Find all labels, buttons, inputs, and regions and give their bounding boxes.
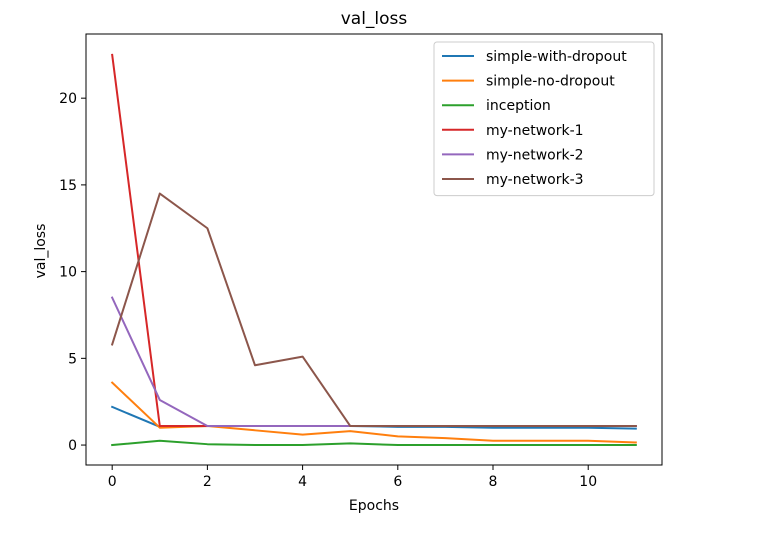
- legend-label-inception: inception: [486, 98, 551, 114]
- x-tick-label: 2: [203, 474, 212, 490]
- chart-title: val_loss: [341, 9, 408, 29]
- plot-area: 0 2 4 6 8 10 0 5 10 15 20: [59, 33, 663, 490]
- y-tick-label: 0: [68, 438, 77, 454]
- legend-box: [433, 41, 655, 197]
- legend-label-simple-with-dropout: simple-with-dropout: [486, 49, 627, 65]
- y-axis-label: val_loss: [33, 224, 49, 279]
- legend-label-simple-no-dropout: simple-no-dropout: [486, 74, 615, 90]
- series-line-inception: [111, 439, 637, 447]
- legend: simple-with-dropout simple-no-dropout ince…: [433, 41, 655, 197]
- y-tick-label: 15: [59, 178, 77, 194]
- x-axis-label: Epochs: [349, 498, 399, 514]
- x-tick-label: 4: [298, 474, 307, 490]
- y-tick-label: 20: [59, 91, 77, 107]
- series-line-my-network-3: [110, 192, 637, 427]
- legend-label-my-network-3: my-network-3: [486, 172, 584, 188]
- legend-label-my-network-1: my-network-1: [486, 123, 584, 139]
- x-tick-label: 0: [108, 474, 117, 490]
- x-tick-label: 8: [489, 474, 498, 490]
- x-tick-label: 10: [579, 474, 597, 490]
- y-tick-label: 5: [68, 351, 77, 367]
- y-tick-label: 10: [59, 265, 77, 281]
- axes-frame: [85, 33, 663, 466]
- x-tick-label: 6: [393, 474, 402, 490]
- legend-label-my-network-2: my-network-2: [486, 147, 584, 163]
